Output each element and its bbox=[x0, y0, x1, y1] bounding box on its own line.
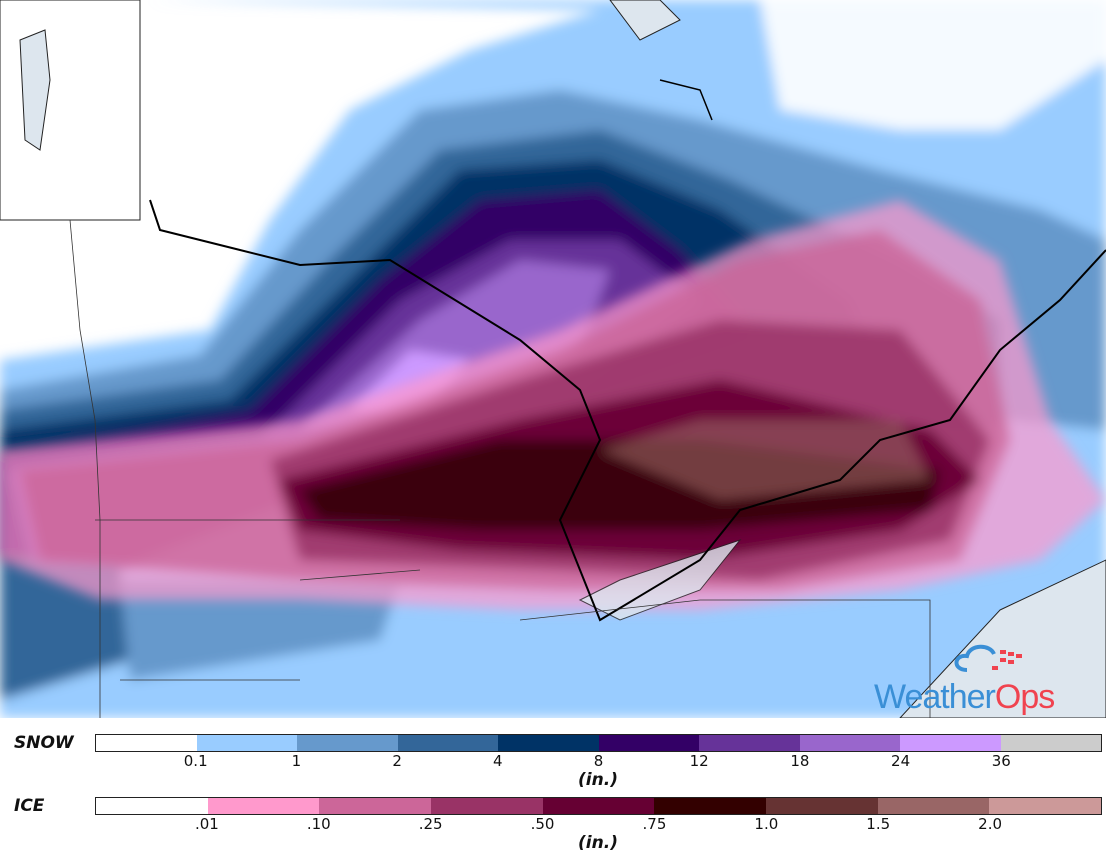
snow-tick-label: 24 bbox=[891, 752, 911, 770]
logo-weather-text: Weather bbox=[874, 678, 996, 716]
ice-tick-label: 2.0 bbox=[978, 815, 1003, 833]
ice-scale-segment bbox=[431, 798, 543, 814]
snow-color-scale bbox=[95, 734, 1102, 752]
snow-scale-segment bbox=[96, 735, 197, 751]
ice-scale-segment bbox=[96, 798, 208, 814]
borders bbox=[149, 79, 1106, 622]
snow-tick-label: 36 bbox=[991, 752, 1011, 770]
ice-unit-label: (in.) bbox=[578, 833, 618, 853]
snow-scale-segment bbox=[699, 735, 800, 751]
ice-scale-segment bbox=[877, 798, 990, 814]
snow-scale-segment bbox=[1000, 735, 1101, 751]
snow-tick-label: 0.1 bbox=[183, 752, 208, 770]
logo-ops-text: Ops bbox=[994, 678, 1055, 716]
weatherops-logo: WeatherOps bbox=[872, 640, 1106, 718]
ice-legend: ICE .01 .10 .25 .50 .75 1.0 1.5 2.0 (in.) bbox=[0, 783, 1106, 852]
ice-scale-segment bbox=[766, 798, 878, 814]
ice-scale-segment bbox=[207, 798, 320, 814]
snow-scale-segment bbox=[196, 735, 297, 751]
snow-tick-label: 2 bbox=[392, 752, 402, 770]
cloud-logo-icon bbox=[954, 644, 1022, 672]
snow-tick-label: 12 bbox=[689, 752, 709, 770]
snow-tick-label: 18 bbox=[790, 752, 810, 770]
snow-scale-segment bbox=[598, 735, 699, 751]
snow-tick-label: 4 bbox=[493, 752, 503, 770]
snow-scale-segment bbox=[900, 735, 1001, 751]
snow-unit-label: (in.) bbox=[578, 770, 618, 790]
snow-scale-segment bbox=[297, 735, 398, 751]
lakes bbox=[0, 0, 1106, 718]
snow-scale-segment bbox=[498, 735, 599, 751]
ice-legend-title: ICE bbox=[14, 796, 45, 816]
state-lines bbox=[69, 219, 931, 718]
ice-shading bbox=[0, 200, 1106, 610]
snow-tick-label: 1 bbox=[291, 752, 302, 770]
snow-scale-segment bbox=[799, 735, 900, 751]
ice-scale-segment bbox=[319, 798, 432, 814]
snow-legend-title: SNOW bbox=[14, 733, 74, 753]
ice-color-scale bbox=[95, 797, 1102, 815]
ice-tick-label: .01 bbox=[194, 815, 219, 833]
ice-tick-label: .25 bbox=[418, 815, 443, 833]
snow-scale-segment bbox=[397, 735, 498, 751]
ice-scale-segment bbox=[989, 798, 1102, 814]
ice-tick-label: 1.0 bbox=[754, 815, 779, 833]
ice-tick-label: .10 bbox=[306, 815, 331, 833]
snow-ice-accumulation-map bbox=[0, 0, 1106, 718]
ice-tick-label: .50 bbox=[530, 815, 555, 833]
ice-scale-segment bbox=[542, 798, 655, 814]
ice-scale-segment bbox=[654, 798, 767, 814]
snow-legend: SNOW 0.1 1 2 4 8 12 18 24 36 (in.) bbox=[0, 720, 1106, 790]
ice-tick-label: .75 bbox=[642, 815, 667, 833]
ice-tick-label: 1.5 bbox=[866, 815, 891, 833]
snow-tick-label: 8 bbox=[593, 752, 604, 770]
